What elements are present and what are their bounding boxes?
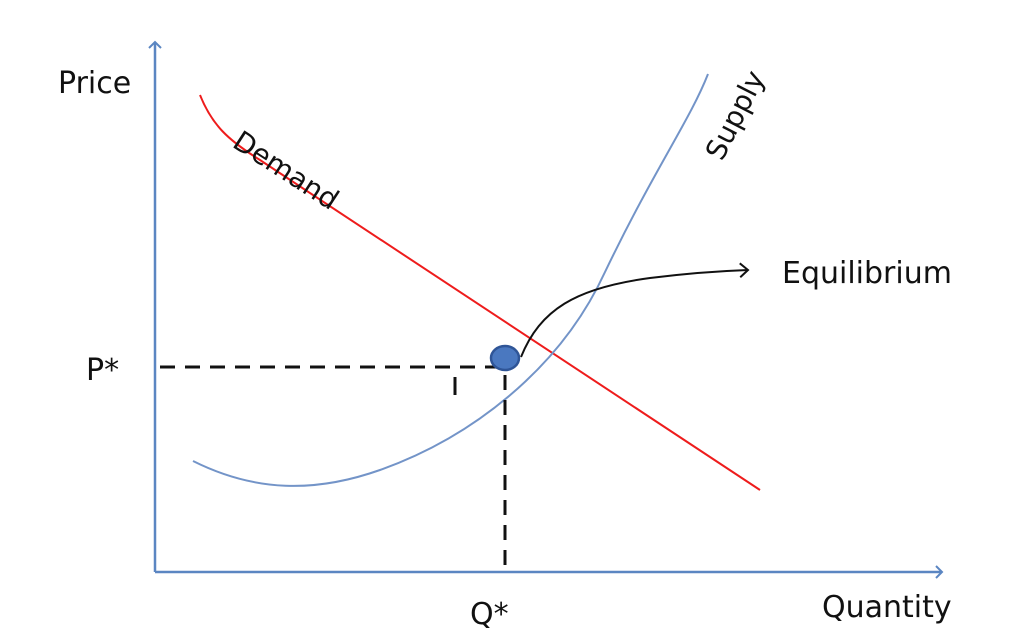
demand-curve-label: Demand (227, 124, 345, 216)
equilibrium-arrow (520, 262, 750, 358)
x-axis-label: Quantity (822, 590, 952, 625)
demand-curve (199, 94, 761, 491)
supply-curve-label: Supply (699, 65, 772, 165)
equilibrium-label: Equilibrium (782, 256, 952, 291)
y-axis-label: Price (58, 66, 131, 101)
supply-curve (192, 73, 709, 487)
equilibrium-point (489, 344, 521, 372)
quantity-marker-label: Q* (470, 597, 509, 632)
price-marker-label: P* (86, 353, 119, 388)
